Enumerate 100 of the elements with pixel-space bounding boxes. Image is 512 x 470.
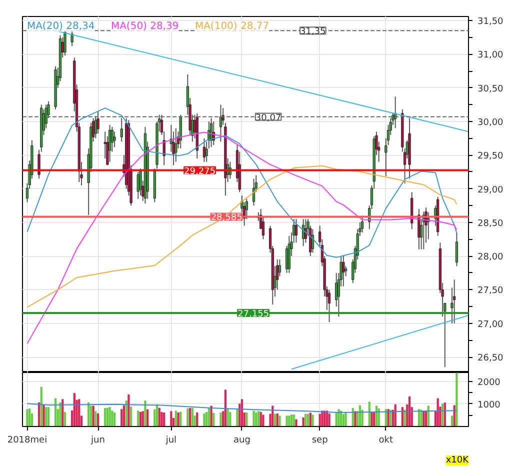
y-tick-label: 29,00 (478, 185, 504, 196)
x-tick-label: 2018mei (7, 436, 48, 446)
bar (295, 419, 298, 426)
bar (344, 412, 347, 426)
y-tick-label: 29,50 (478, 152, 504, 162)
bar (404, 410, 406, 426)
candlestick (120, 118, 123, 142)
text: MA(50) 28,39 (110, 20, 179, 32)
bar (286, 416, 288, 426)
bar (236, 409, 238, 426)
bar (196, 412, 198, 426)
candlestick (455, 232, 458, 267)
ref-line-label: 27,155 (238, 309, 270, 320)
bar (78, 399, 80, 426)
bar (128, 394, 130, 426)
y-tick-label: 31,50 (478, 17, 504, 28)
bar (26, 409, 28, 426)
bar (45, 407, 48, 426)
bar (290, 414, 293, 426)
x-tick-label: jul (164, 436, 177, 446)
candlestick (136, 171, 140, 200)
bar (278, 416, 281, 426)
candlestick (179, 114, 182, 149)
y-tick-label: 30,00 (478, 118, 504, 128)
bar (154, 409, 156, 426)
bar (361, 410, 364, 426)
y-tick-label: 31,00 (478, 50, 504, 61)
bar (130, 406, 132, 426)
bar (274, 414, 276, 426)
bar (257, 411, 260, 426)
candlestick (70, 30, 74, 47)
candlestick (361, 215, 364, 234)
bar (94, 411, 97, 426)
bar (306, 414, 310, 426)
text: MA(20) 28,34 (26, 20, 95, 32)
bar (321, 410, 324, 426)
bar (229, 412, 232, 426)
y-tick-label: 26,50 (478, 354, 504, 364)
bar (142, 411, 144, 426)
line-series (26, 165, 458, 308)
line-series (26, 403, 458, 413)
bar (146, 409, 149, 426)
bar (354, 411, 356, 426)
bar (450, 416, 454, 426)
bar (240, 399, 244, 426)
ref-line-label: 28,585 (210, 213, 242, 224)
bar (108, 407, 111, 426)
candlestick (113, 131, 116, 148)
bar (342, 414, 344, 426)
bar (292, 414, 295, 426)
bar (370, 412, 373, 426)
bar (255, 412, 258, 426)
bar (144, 400, 146, 426)
bar (137, 410, 140, 426)
bar (62, 399, 64, 426)
bar (170, 411, 172, 426)
bar (120, 409, 123, 426)
candlestick (342, 256, 345, 287)
bar (47, 407, 50, 426)
text: x10K (446, 456, 470, 466)
bar (177, 412, 180, 426)
text: MA(100) 28,77 (194, 20, 270, 32)
candlestick (64, 30, 66, 56)
bar (174, 410, 177, 426)
bar (318, 414, 321, 426)
x-tick-label: jun (90, 436, 105, 446)
bar (309, 412, 312, 426)
bar (203, 413, 206, 426)
y-tick-label: 27,00 (478, 320, 504, 330)
bar (90, 406, 92, 426)
bar (252, 410, 255, 426)
bar (226, 409, 229, 426)
bar (122, 405, 126, 426)
x-tick-label: aug (233, 436, 250, 446)
bar (42, 405, 45, 426)
y-tick-label: 28,50 (478, 218, 504, 229)
y-tick-label: 30,50 (478, 84, 504, 94)
bar (28, 408, 31, 426)
bar (96, 413, 100, 426)
bar (328, 413, 330, 426)
bar (188, 408, 192, 426)
candlestick (96, 110, 100, 134)
bar (260, 412, 262, 426)
candlestick (262, 216, 265, 240)
bar (338, 409, 340, 426)
y-tick-label: 2000 (478, 378, 501, 388)
bar (113, 412, 116, 426)
bar (224, 390, 227, 426)
y-tick-label: 1000 (478, 400, 501, 410)
bar (262, 414, 264, 426)
bar (220, 412, 222, 426)
bar (420, 410, 422, 426)
bar (180, 412, 182, 426)
candlestick (453, 279, 456, 324)
y-tick-label: 27,50 (478, 286, 504, 296)
y-tick-label: 28,00 (478, 252, 504, 263)
bar (304, 414, 307, 426)
bar (456, 372, 458, 426)
bar (186, 408, 189, 426)
bar (59, 402, 62, 426)
